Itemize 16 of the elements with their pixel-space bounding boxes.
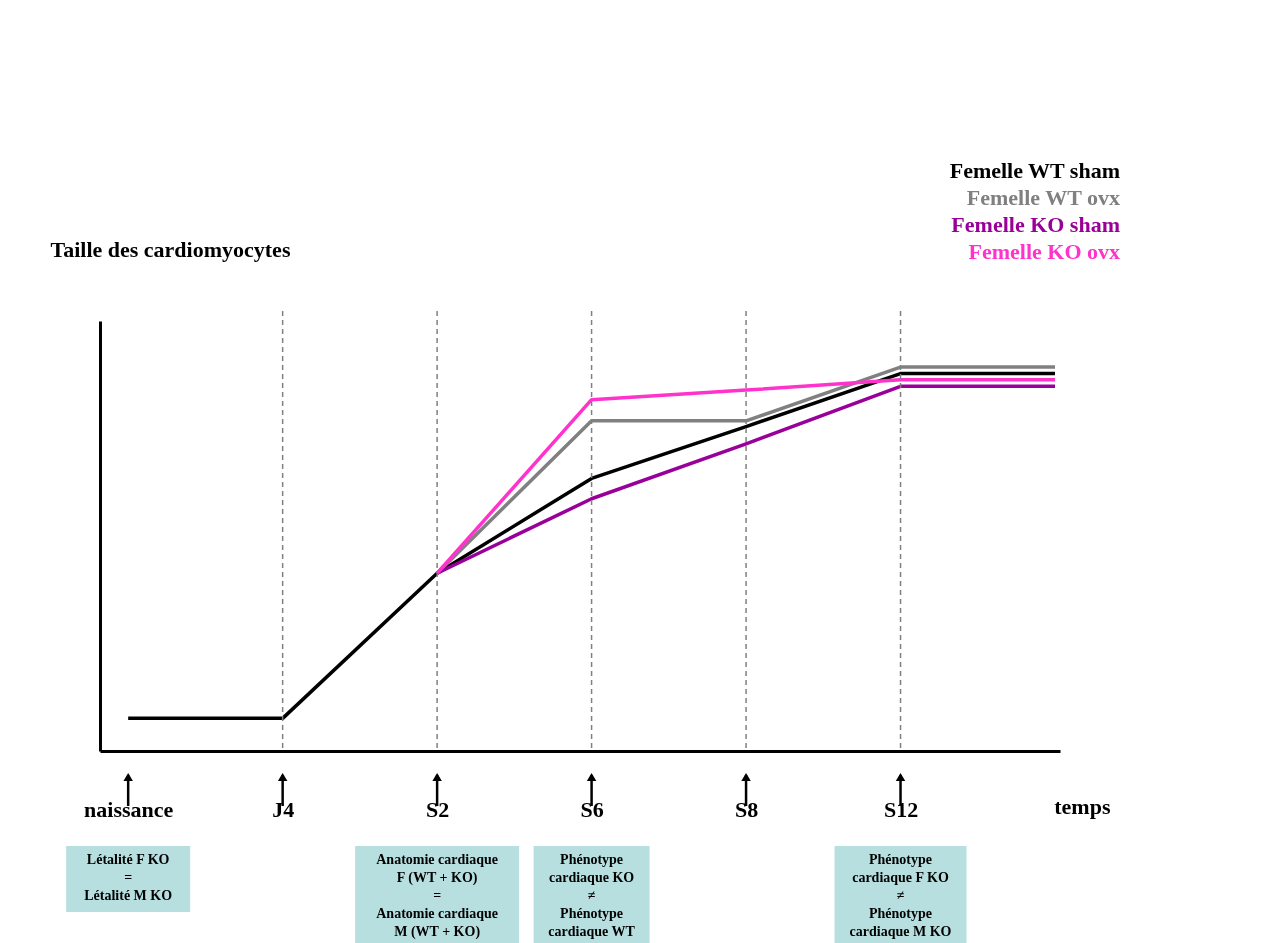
- text: Létalité F KO = Létalité M KO: [84, 852, 173, 903]
- x-tick-label: naissance: [84, 796, 174, 822]
- x-tick-label: J4: [272, 796, 295, 822]
- text: Femelle WT ovx: [966, 185, 1120, 210]
- x-tick-label: S8: [734, 796, 759, 822]
- x-tick-label: S2: [425, 796, 450, 822]
- y-axis-title: Taille des cardiomyocytes: [50, 236, 291, 262]
- text: Phénotype cardiaque F KO ≠ Phénotype cardiaque M KO: [849, 852, 952, 939]
- text: Phénotype cardiaque KO ≠ Phénotype cardiaque WT: [548, 852, 636, 939]
- text: Femelle WT sham: [949, 158, 1120, 183]
- text: Femelle KO sham: [951, 212, 1120, 237]
- x-tick-label: S6: [580, 796, 604, 822]
- text: Femelle KO ovx: [968, 239, 1120, 264]
- x-tick-label: S12: [883, 796, 919, 822]
- text: Anatomie cardiaque F (WT + KO) = Anatomie cardiaque M (WT + KO): [376, 852, 498, 940]
- x-axis-title: temps: [1054, 793, 1111, 819]
